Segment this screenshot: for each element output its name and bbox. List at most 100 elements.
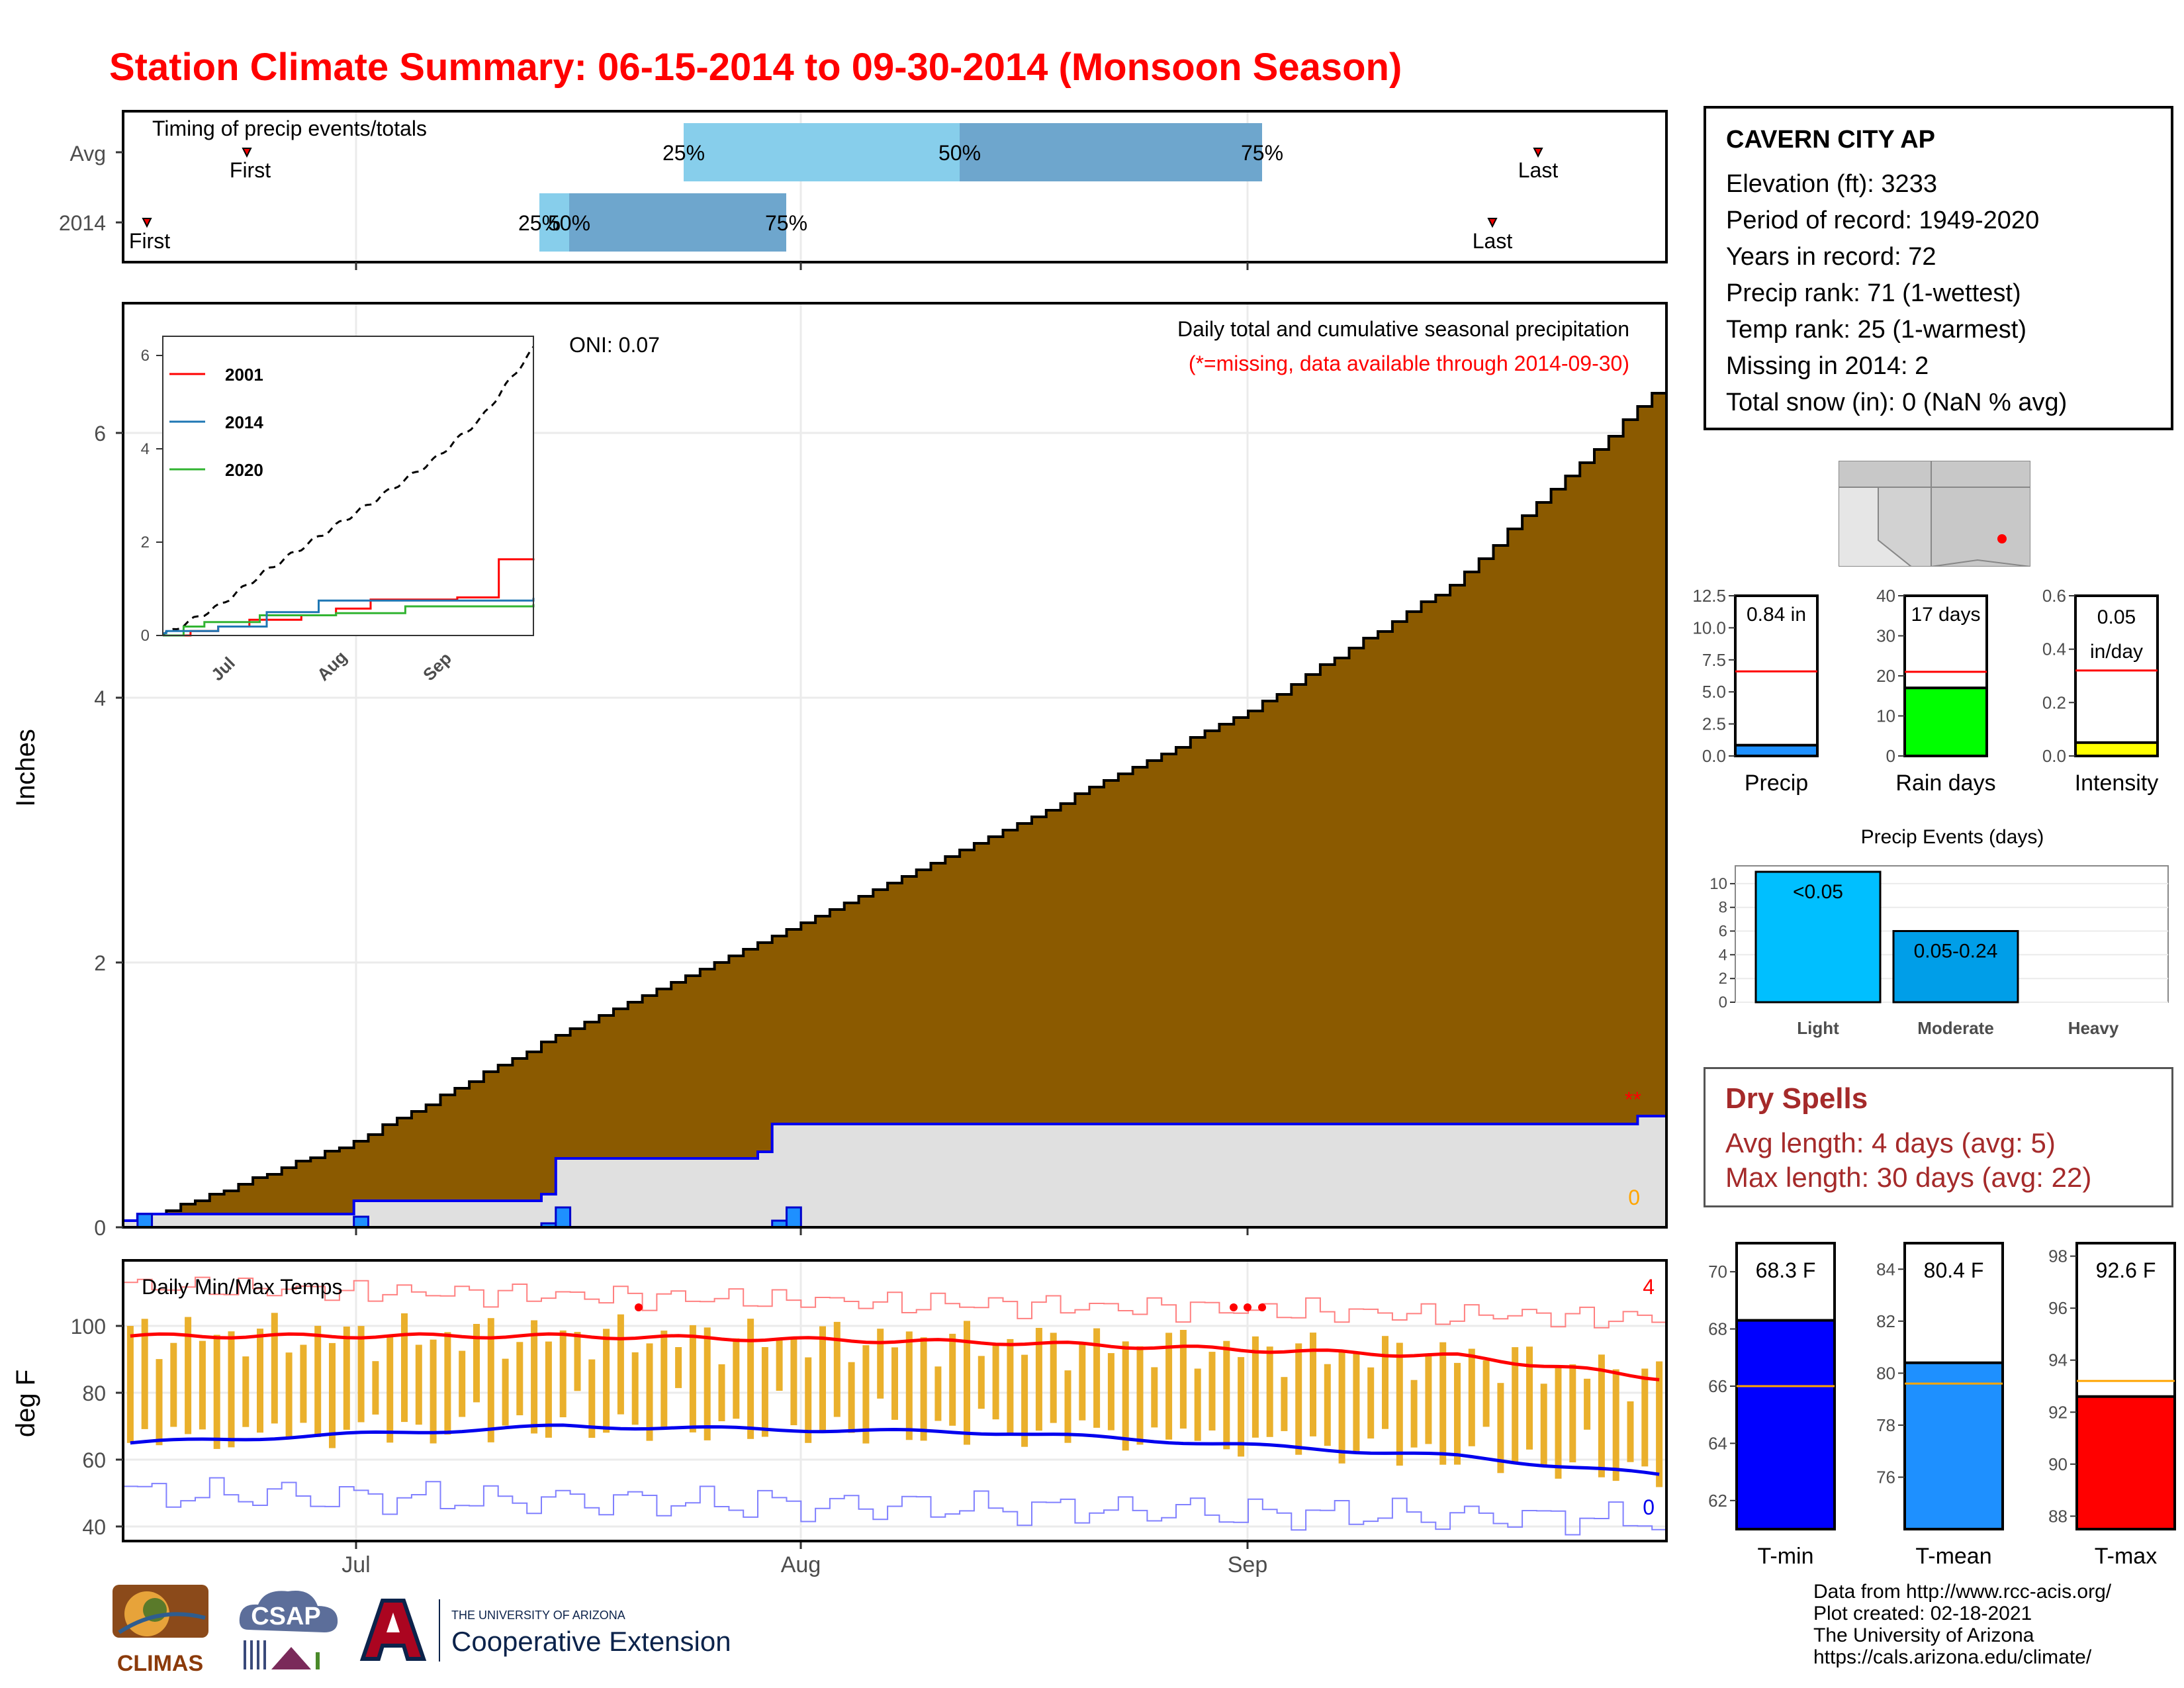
gauge-tick-label: 20 [1876, 666, 1895, 686]
gauge-tick-label: 0.0 [2042, 746, 2066, 766]
daily-temp-bar [1627, 1401, 1634, 1462]
events-title: Precip Events (days) [1861, 826, 2044, 848]
ytick-4: 4 [94, 686, 106, 710]
daily-temp-bar [1251, 1336, 1259, 1438]
precip-events-chart: Precip Events (days) 0 2 4 6 8 10 <0.05 Light 0.… [1709, 826, 2169, 1038]
daily-temp-bar [1468, 1348, 1475, 1446]
events-bar-label: 0.05-0.24 [1914, 941, 1998, 962]
gauge-tick-label: 0.0 [1702, 746, 1726, 766]
avg-bar-25-50 [684, 123, 960, 181]
ytick-6: 6 [94, 422, 106, 445]
temp-gauge-tick: 82 [1876, 1311, 1895, 1331]
avg-25-label: 25% [662, 141, 705, 165]
csap-text: CSAP [251, 1603, 321, 1630]
daily-temp-bar [271, 1313, 278, 1424]
footer-line-4: https://cals.arizona.edu/climate/ [1813, 1646, 2092, 1668]
avg-75-label: 75% [1241, 141, 1283, 165]
missing-note: (*=missing, data available through 2014-… [1189, 352, 1629, 375]
station-snow: Total snow (in): 0 (NaN % avg) [1726, 389, 2068, 416]
precip-ylabel: Inches [11, 729, 40, 807]
daily-temp-bar [1122, 1341, 1129, 1451]
xtick-sep: Sep [1228, 1552, 1268, 1577]
gauge-label: Rain days [1895, 771, 1995, 796]
daily-temp-bar [805, 1357, 812, 1443]
temp-gauge-tick: 70 [1708, 1262, 1727, 1282]
events-bar [1754, 870, 1882, 1004]
daily-temp-bar [141, 1319, 148, 1429]
record-min-line [123, 1477, 1666, 1536]
temp-frame [122, 1259, 1668, 1542]
daily-temp-bar [1179, 1330, 1187, 1429]
y2014-50-label: 50% [548, 211, 590, 235]
daily-temp-bar [1425, 1354, 1432, 1444]
temp-gauge-value: 92.6 F [2096, 1258, 2156, 1282]
temp-gauge-tick: 66 [1708, 1376, 1727, 1396]
temp-gauges: 62 64 66 68 70 68.3 F T-min 76 78 80 82 84 80.4 F T-… [1708, 1242, 2176, 1569]
precip-chart: ** 0 ONI: 0.07 Daily total and cumulativ… [11, 302, 1668, 1240]
daily-temp-bar [819, 1326, 826, 1431]
record-markers [635, 1303, 1266, 1311]
inset-legend-2014: 2014 [225, 412, 263, 432]
dry-spells-max: Max length: 30 days (avg: 22) [1725, 1162, 2092, 1193]
daily-temp-bar [1641, 1368, 1649, 1467]
precip-frame [122, 302, 1668, 1229]
avg-last-marker [1533, 148, 1543, 158]
station-elevation: Elevation (ft): 3233 [1726, 170, 1937, 198]
temp-gauge-bar [2075, 1395, 2176, 1530]
daily-temp-bar [1208, 1352, 1216, 1430]
y2014-cumulative-area [122, 1115, 1668, 1229]
daily-temp-bar [631, 1352, 639, 1425]
daily-temp-bar [502, 1358, 509, 1426]
events-bar [1892, 930, 2019, 1004]
y2014-25-label: 25% [518, 211, 561, 235]
daily-temp-bar [776, 1338, 783, 1391]
gauge-tick-label: 0 [1886, 746, 1895, 766]
temp-gauge-value: 80.4 F [1924, 1258, 1984, 1282]
inset-bg [163, 336, 533, 635]
daily-temp-bar [1035, 1328, 1042, 1431]
daily-temp-bar [1382, 1336, 1388, 1429]
daily-temp-bar [761, 1347, 768, 1437]
average-max-line [130, 1332, 1660, 1382]
daily-temp-bar [1512, 1347, 1519, 1464]
daily-temp-bar [833, 1321, 841, 1417]
row-label-2014: 2014 [59, 211, 106, 235]
gauge-value-label: 0.05 [2097, 606, 2136, 628]
daily-temp-bar [1656, 1361, 1663, 1487]
gauge-tick-label: 2.5 [1702, 714, 1726, 734]
avg-bar-50-75 [960, 123, 1262, 181]
station-name: CAVERN CITY AP [1726, 126, 1936, 154]
inset-ytick-6: 6 [141, 347, 150, 365]
precip-gauge: 0.0 2.5 5.0 7.5 10.0 12.5 0.84 in Precip [1692, 586, 1819, 796]
daily-temp-bar [199, 1340, 206, 1430]
daily-temp-bar [1612, 1369, 1619, 1481]
timing-title: Timing of precip events/totals [152, 117, 427, 140]
locator-map [1839, 461, 2030, 567]
daily-temp-bar [559, 1330, 567, 1417]
daily-temp-bar [1353, 1352, 1360, 1452]
daily-temp-bar [242, 1356, 250, 1427]
daily-temp-bar [617, 1314, 624, 1415]
gauge-tick-label: 0.6 [2042, 586, 2066, 606]
gauge-frame [1734, 594, 1819, 757]
ua-big-text: Cooperative Extension [451, 1626, 731, 1657]
gauge-value-bar [1734, 743, 1819, 757]
gauge-tick-label: 40 [1876, 586, 1895, 606]
timing-chart: 25% 50% 75% 25% 50% 75% First Last First… [59, 110, 1668, 270]
daily-temp-bar [1454, 1362, 1461, 1465]
events-ytick: 8 [1719, 899, 1727, 917]
tmax-gauge: 88 90 92 94 96 98 92.6 F T-max [2048, 1242, 2176, 1569]
temp-gauge-label: T-max [2095, 1544, 2157, 1569]
gauge-value-unit: in/day [2090, 641, 2143, 663]
intensity-gauge: 0.0 0.2 0.4 0.6 0.05 in/day Intensity [2042, 586, 2159, 796]
station-missing: Missing in 2014: 2 [1726, 352, 1929, 380]
footer-line-3: The University of Arizona [1813, 1624, 2034, 1646]
events-ytick: 10 [1709, 875, 1727, 893]
daily-temp-bar [1310, 1333, 1316, 1436]
events-bar-label: <0.05 [1793, 881, 1843, 903]
events-ytick: 0 [1719, 994, 1727, 1011]
daily-temp-bar [415, 1344, 422, 1425]
temp-gauge-tick: 64 [1708, 1433, 1727, 1453]
page-title: Station Climate Summary: 06-15-2014 to 0… [109, 46, 1402, 89]
temp-ytick-60: 60 [82, 1448, 106, 1472]
